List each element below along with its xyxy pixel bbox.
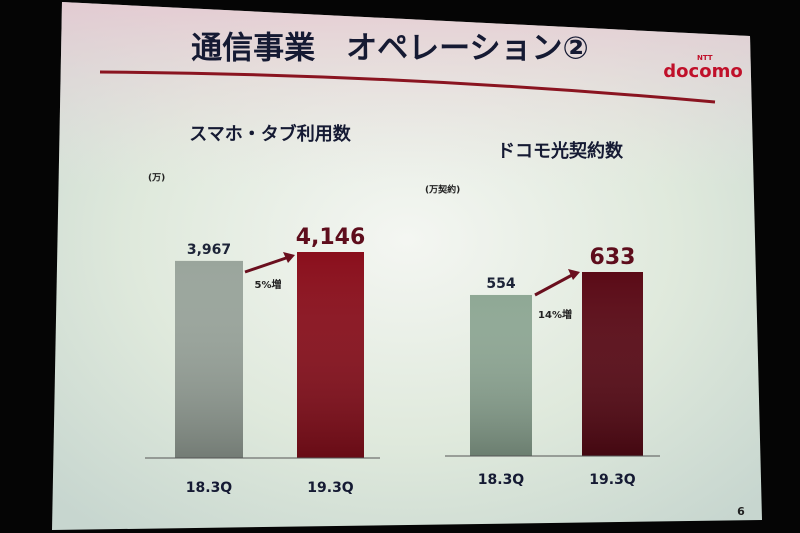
bar-shade [297, 252, 364, 458]
value-label: 4,146 [296, 225, 366, 250]
x-tick-label: 19.3Q [589, 472, 636, 488]
x-tick-label: 19.3Q [307, 480, 354, 496]
x-tick-label: 18.3Q [478, 472, 525, 488]
logo-ntt: NTT [697, 54, 713, 62]
title-rule [99, 70, 716, 104]
slide-title: 通信事業 オペレーション② [191, 31, 589, 67]
bar-shade [582, 272, 643, 456]
page-number: 6 [737, 505, 745, 518]
arrow [244, 255, 290, 274]
arrow [534, 272, 575, 297]
annotation: 14%増 [538, 308, 572, 321]
arrow-head [283, 252, 295, 263]
logo: docomo [663, 61, 742, 82]
unit-label: (万契約) [425, 184, 460, 196]
x-tick-label: 18.3Q [186, 480, 233, 496]
value-label: 633 [590, 245, 636, 270]
value-label: 554 [486, 276, 515, 292]
arrow-head [568, 269, 580, 280]
value-label: 3,967 [187, 242, 231, 258]
chart-title: ドコモ光契約数 [497, 140, 624, 162]
annotation: 5%増 [255, 278, 282, 291]
chart-title: スマホ・タブ利用数 [189, 123, 351, 145]
bar-shade [175, 260, 243, 458]
unit-label: (万) [148, 173, 165, 184]
bar-shade [470, 294, 532, 456]
